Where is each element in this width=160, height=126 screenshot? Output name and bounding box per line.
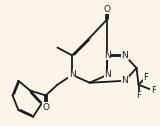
Text: O: O bbox=[42, 103, 49, 112]
Text: N: N bbox=[104, 70, 111, 79]
Text: N: N bbox=[121, 76, 128, 85]
Text: F: F bbox=[136, 91, 141, 100]
Text: N: N bbox=[121, 51, 128, 60]
Text: F: F bbox=[151, 86, 156, 95]
Text: O: O bbox=[104, 5, 111, 14]
Text: N: N bbox=[104, 51, 111, 60]
Text: N: N bbox=[69, 70, 76, 79]
Text: F: F bbox=[143, 73, 148, 82]
